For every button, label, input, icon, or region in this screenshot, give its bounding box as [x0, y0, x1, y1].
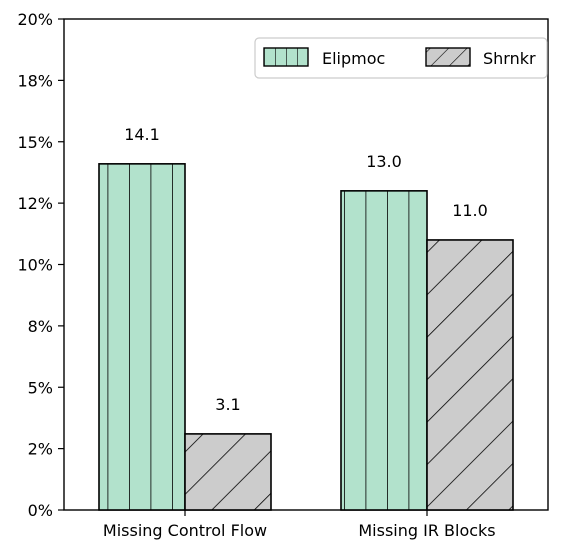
y-tick-label: 12% [17, 194, 53, 213]
y-tick-label: 0% [28, 501, 53, 520]
bar-hatch [426, 239, 514, 511]
y-tick-label: 8% [28, 317, 53, 336]
bar-value-label: 3.1 [215, 395, 240, 414]
bar-value-labels: 14.1 3.1 13.0 11.0 [124, 125, 488, 414]
y-tick-label: 15% [17, 133, 53, 152]
legend: Elipmoc Shrnkr [254, 37, 548, 79]
x-tick-label: Missing IR Blocks [358, 521, 495, 540]
x-tick-label: Missing Control Flow [103, 521, 267, 540]
bar-hatch [98, 163, 186, 511]
y-tick-label: 20% [17, 10, 53, 29]
plot-frame [63, 18, 549, 511]
bar-value-label: 13.0 [366, 152, 402, 171]
y-tick-label: 10% [17, 256, 53, 275]
y-tick-label: 5% [28, 378, 53, 397]
legend-swatch-hatch [263, 47, 309, 67]
bars [98, 163, 514, 511]
axes: Missing Control Flow Missing IR Blocks 0% 2… [17, 10, 549, 540]
bar-value-label: 11.0 [452, 201, 488, 220]
y-tick-label: 18% [17, 71, 53, 90]
legend-swatch-hatch [425, 47, 471, 67]
legend-label: Shrnkr [483, 49, 536, 68]
bar-value-label: 14.1 [124, 125, 160, 144]
y-tick-label: 2% [28, 440, 53, 459]
legend-box [254, 37, 548, 79]
bar-hatch [184, 433, 272, 511]
legend-label: Elipmoc [322, 49, 385, 68]
bar-hatch [340, 190, 428, 511]
